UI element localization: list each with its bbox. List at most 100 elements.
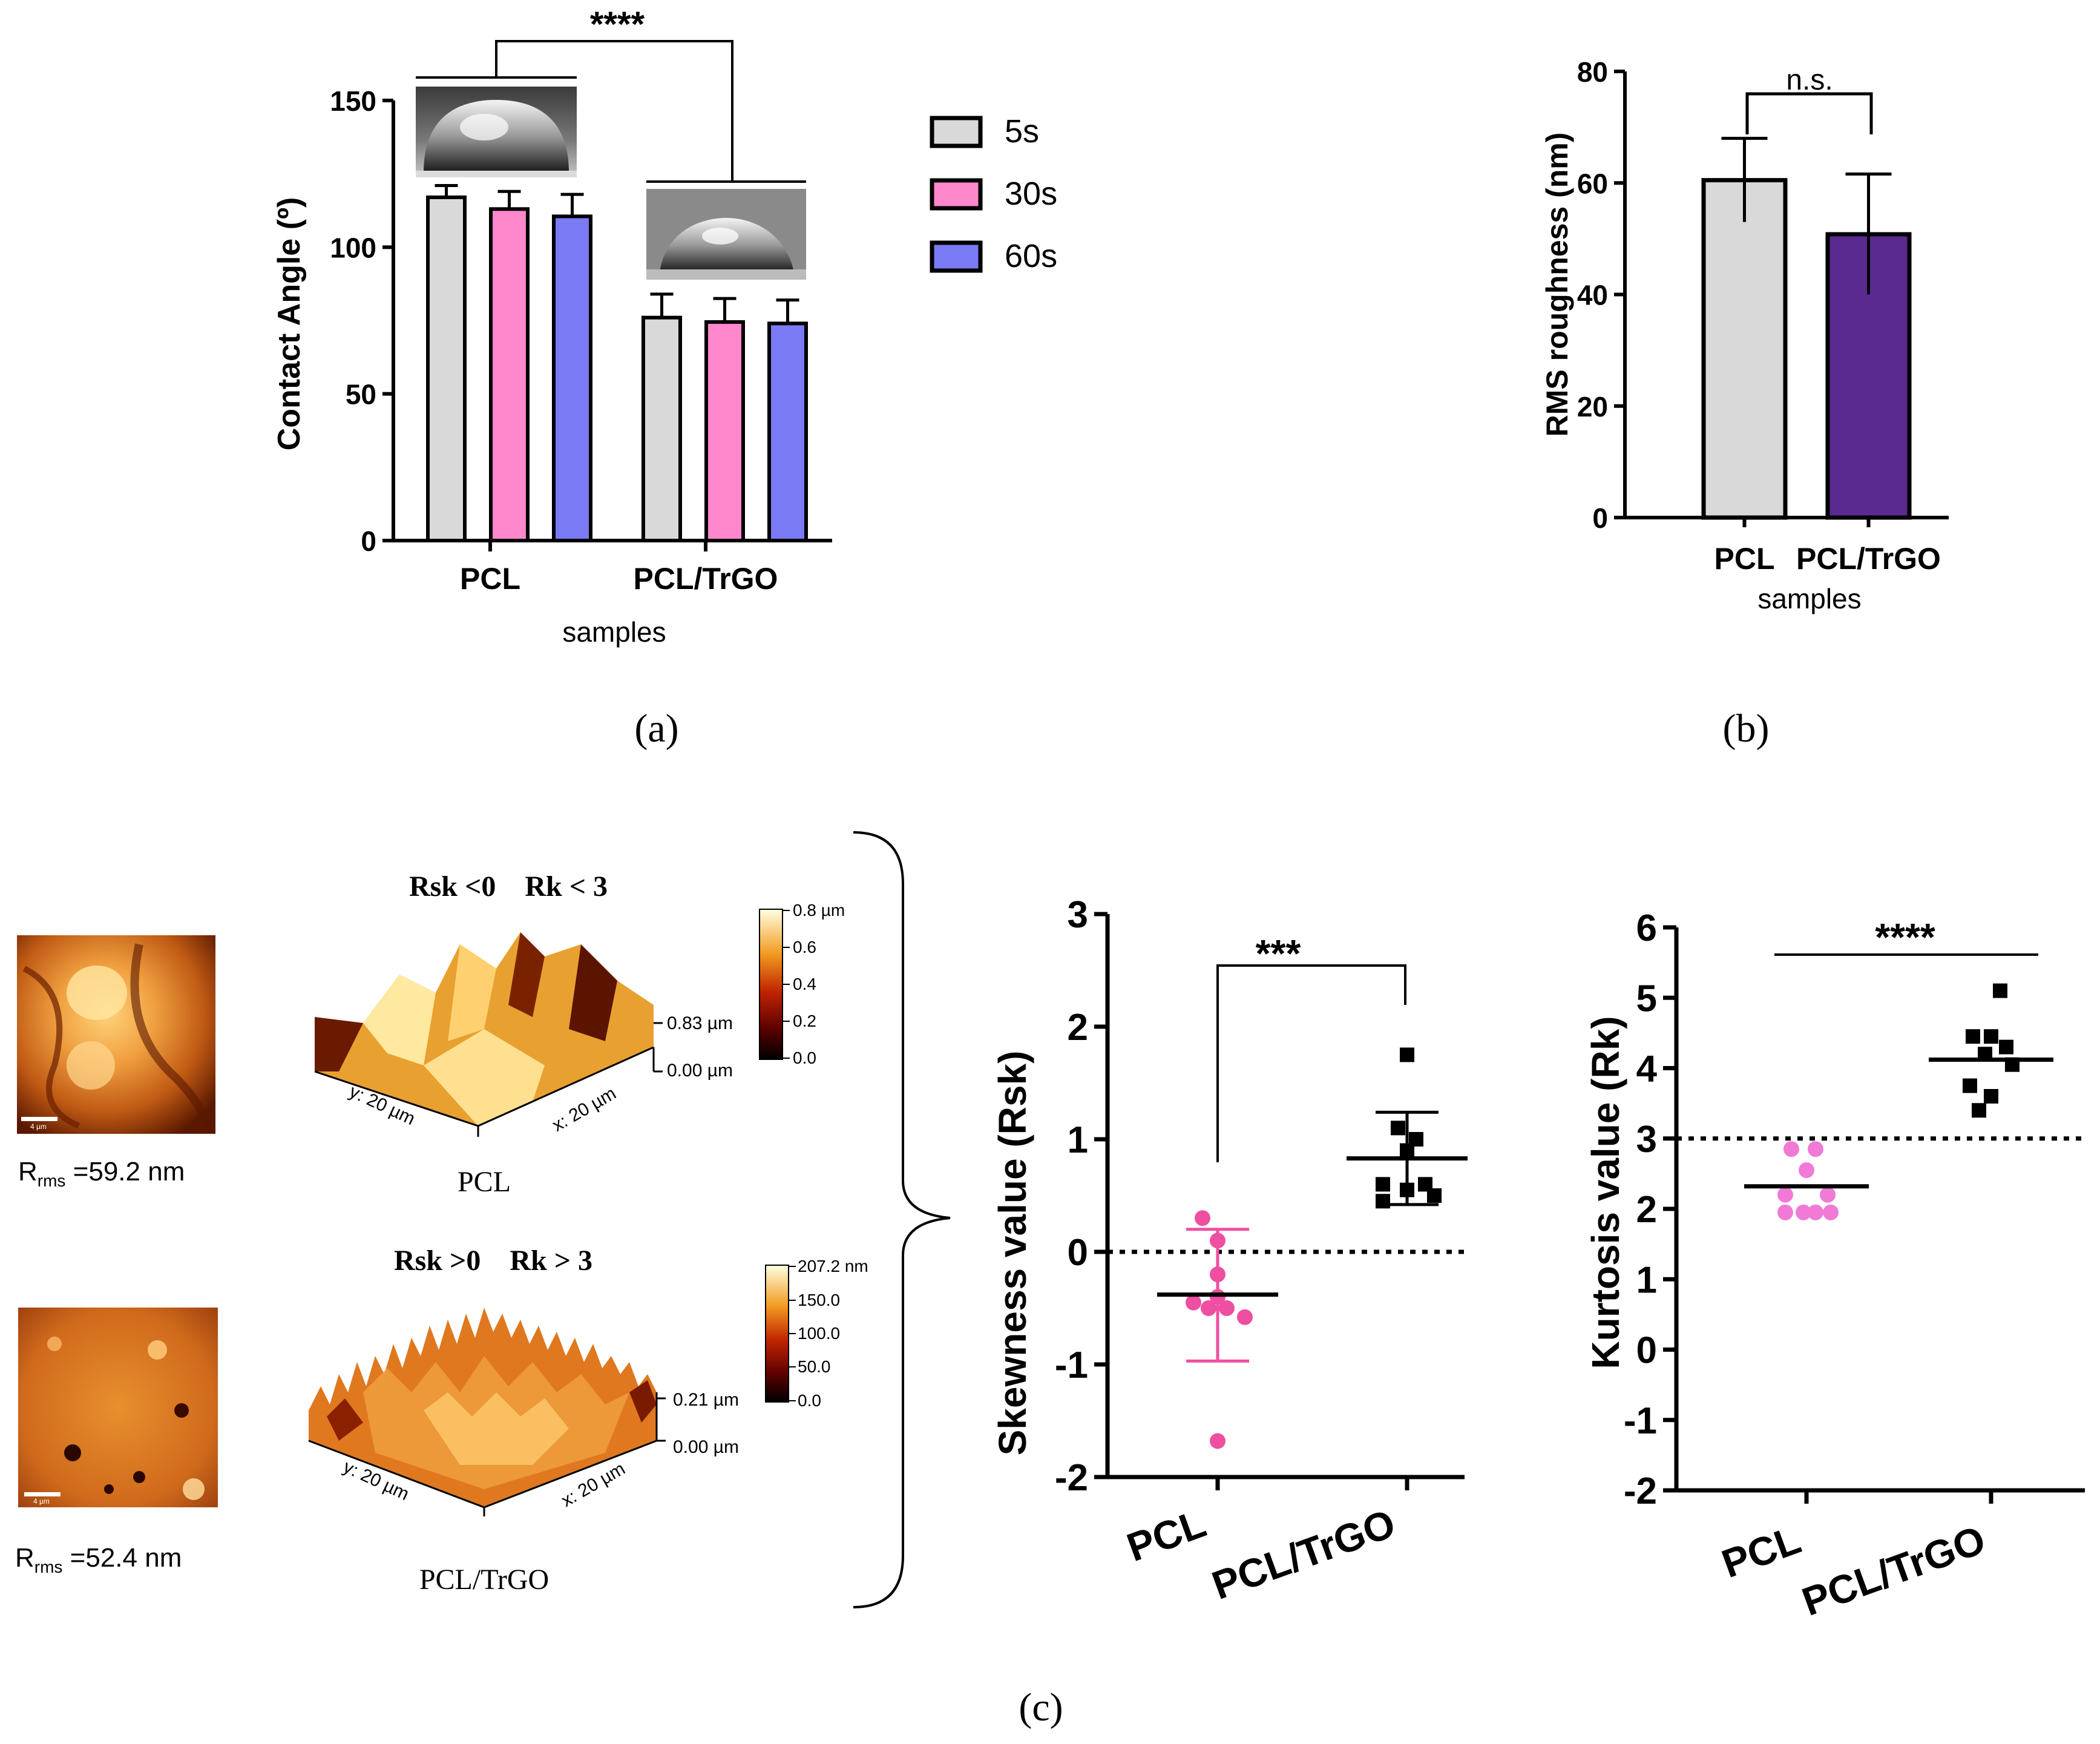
legend-swatch-60s — [930, 240, 983, 273]
rrms-prefix-pcl: R — [18, 1157, 38, 1186]
afm-scalebar-label-pcl: 4 µm — [30, 1122, 47, 1131]
bar-PCL/TrGO-5s — [641, 315, 682, 542]
rrms-value-pcl-trgo: =52.4 nm — [62, 1543, 182, 1573]
rms-roughness-plot: 0 20 40 60 80 PCL PCL/TrGO — [1577, 56, 1949, 576]
significance-bracket — [416, 40, 806, 183]
c-skewness-y-tick-label-2: 0 — [1068, 1232, 1088, 1274]
legend-label-60s: 60s — [1005, 238, 1057, 274]
c-kurtosis-point-PCL/TrGO-3 — [1999, 1039, 2013, 1055]
rms-y-tick-label-2: 40 — [1577, 280, 1608, 311]
afm-axis-x-pcl: x: 20 µm — [549, 1084, 620, 1136]
y-tick-label-3: 150 — [330, 85, 376, 117]
c-skewness-y-tick-label-4: 2 — [1068, 1007, 1088, 1048]
y-tick-label-0: 0 — [361, 525, 376, 557]
colorbar-tick-pcl-3: 0.2 — [793, 1012, 816, 1030]
c-kurtosis-point-PCL-0 — [1783, 1141, 1799, 1157]
panel-label-b: (b) — [1723, 706, 1770, 751]
afm-z-top-pcl: 0.83 µm — [667, 1013, 733, 1033]
c-kurtosis-point-PCL-6 — [1796, 1204, 1811, 1220]
bar-PCL/TrGO-60s — [767, 321, 808, 542]
c-skewness-y-tick-label-0: -2 — [1055, 1457, 1088, 1499]
contact-angle-ylabel: Contact Angle (º) — [272, 197, 307, 451]
rrms-subscript-pcl: rms — [38, 1171, 66, 1190]
contact-angle-xlabel: samples — [562, 616, 666, 648]
afm-caption-pcl: PCL — [458, 1166, 511, 1198]
c-kurtosis-point-PCL/TrGO-1 — [1966, 1029, 1980, 1044]
c-skewness-point-PCL-0 — [1195, 1210, 1210, 1226]
contact-angle-plot: 0 50 100 150 PCL PCL/TrGO — [330, 40, 832, 596]
kurtosis-significance: **** — [1875, 915, 1935, 959]
rms-bar-PCL — [1701, 178, 1788, 520]
afm-panel: 4 µm Rrms =59.2 nm Rsk <0 Rk < 3 0.83 µm… — [15, 831, 951, 1608]
c-kurtosis-y-tick-label-8: 6 — [1636, 907, 1657, 949]
rrms-prefix-pcl-trgo: R — [15, 1543, 34, 1573]
c-kurtosis-y-tick-label-1: -1 — [1624, 1400, 1657, 1442]
rms-roughness-significance: n.s. — [1786, 64, 1833, 96]
afm-z-bottom-pcl-trgo: 0.00 µm — [673, 1437, 739, 1457]
afm-header-pcl: Rsk <0 Rk < 3 — [409, 870, 608, 903]
contact-angle-chart: 0 50 100 150 PCL PCL/TrGO Contact Angle (º) s… — [272, 5, 832, 648]
c-kurtosis-x-tick-label-0: PCL — [1716, 1517, 1806, 1587]
colorbar-tick-pcl-trgo-2: 100.0 — [798, 1324, 840, 1343]
c-kurtosis-point-PCL/TrGO-7 — [1984, 1089, 1998, 1104]
c-kurtosis-point-PCL-4 — [1820, 1186, 1836, 1203]
legend-swatch-5s — [930, 116, 983, 148]
c-skewness-point-PCL/TrGO-4 — [1376, 1177, 1390, 1192]
kurtosis-ylabel: Kurtosis value (Rk) — [1584, 1016, 1627, 1369]
rms-x-tick-label-1: PCL/TrGO — [1796, 542, 1941, 576]
droplet-image-pcl — [416, 87, 577, 177]
c-skewness-point-PCL/TrGO-0 — [1400, 1047, 1414, 1062]
c-skewness-point-PCL/TrGO-8 — [1427, 1188, 1442, 1203]
c-skewness-y-tick-label-3: 1 — [1068, 1119, 1088, 1161]
afm-rrms-pcl-trgo: Rrms =52.4 nm — [15, 1543, 182, 1576]
afm-colorbar-ticks-pcl: 0.8 µm 0.6 0.4 0.2 0.0 — [783, 901, 845, 1067]
y-tick-label-1: 50 — [346, 379, 376, 410]
c-kurtosis-point-PCL-2 — [1799, 1162, 1814, 1179]
c-skewness-point-PCL/TrGO-1 — [1391, 1120, 1405, 1136]
rms-x-tick-label-0: PCL — [1714, 542, 1775, 576]
droplet-image-pcl-trgo — [646, 189, 806, 280]
afm-2d-image-pcl-trgo: 4 µm — [18, 1308, 218, 1507]
c-kurtosis-y-tick-label-2: 0 — [1636, 1330, 1657, 1372]
c-skewness-y-tick-label-5: 3 — [1068, 894, 1088, 936]
afm-colorbar-ticks-pcl-trgo: 207.2 nm 150.0 100.0 50.0 0.0 — [789, 1257, 868, 1410]
bar-PCL/TrGO-30s — [704, 320, 745, 542]
rms-y-tick-label-0: 0 — [1592, 502, 1608, 534]
c-skewness-y-tick-label-1: -1 — [1055, 1344, 1088, 1386]
colorbar-tick-pcl-4: 0.0 — [793, 1048, 816, 1067]
bar-PCL-5s — [426, 195, 467, 542]
afm-caption-pcl-trgo: PCL/TrGO — [419, 1564, 549, 1596]
c-kurtosis-y-tick-label-5: 3 — [1636, 1119, 1657, 1160]
legend-label-30s: 30s — [1005, 176, 1057, 212]
c-skewness-x-tick-label-0: PCL — [1121, 1501, 1211, 1570]
colorbar-tick-pcl-2: 0.4 — [793, 975, 816, 993]
c-kurtosis-point-PCL/TrGO-2 — [1984, 1029, 1998, 1044]
x-tick-label-1: PCL/TrGO — [634, 562, 778, 596]
afm-2d-image-pcl: 4 µm — [17, 935, 216, 1134]
rms-y-tick-label-3: 60 — [1577, 168, 1608, 199]
c-kurtosis-point-PCL/TrGO-0 — [1993, 983, 2007, 998]
rrms-subscript-pcl-trgo: rms — [34, 1558, 63, 1576]
c-kurtosis-x-tick-label-1: PCL/TrGO — [1796, 1517, 1991, 1624]
panel-label-a: (a) — [634, 706, 678, 751]
c-skewness-point-PCL-8 — [1210, 1433, 1226, 1449]
afm-3d-surface-pcl-trgo — [308, 1308, 666, 1516]
curly-brace — [853, 831, 951, 1608]
skewness-ylabel: Skewness value (Rsk) — [991, 1051, 1034, 1456]
c-kurtosis-y-tick-label-3: 1 — [1636, 1259, 1657, 1301]
c-kurtosis-y-tick-label-4: 2 — [1636, 1189, 1657, 1231]
c-kurtosis-point-PCL/TrGO-6 — [1963, 1078, 1977, 1093]
c-skewness-significance-bracket — [1216, 964, 1406, 1162]
contact-angle-legend: 5s 30s 60s — [930, 113, 1057, 274]
y-tick-label-2: 100 — [330, 232, 376, 263]
colorbar-tick-pcl-1: 0.6 — [793, 938, 816, 956]
afm-rrms-pcl: Rrms =59.2 nm — [18, 1157, 185, 1190]
c-skewness-point-PCL-6 — [1219, 1300, 1235, 1316]
contact-angle-significance: **** — [590, 5, 645, 44]
c-kurtosis-y-tick-label-7: 5 — [1636, 978, 1657, 1019]
afm-z-top-pcl-trgo: 0.21 µm — [673, 1390, 739, 1410]
